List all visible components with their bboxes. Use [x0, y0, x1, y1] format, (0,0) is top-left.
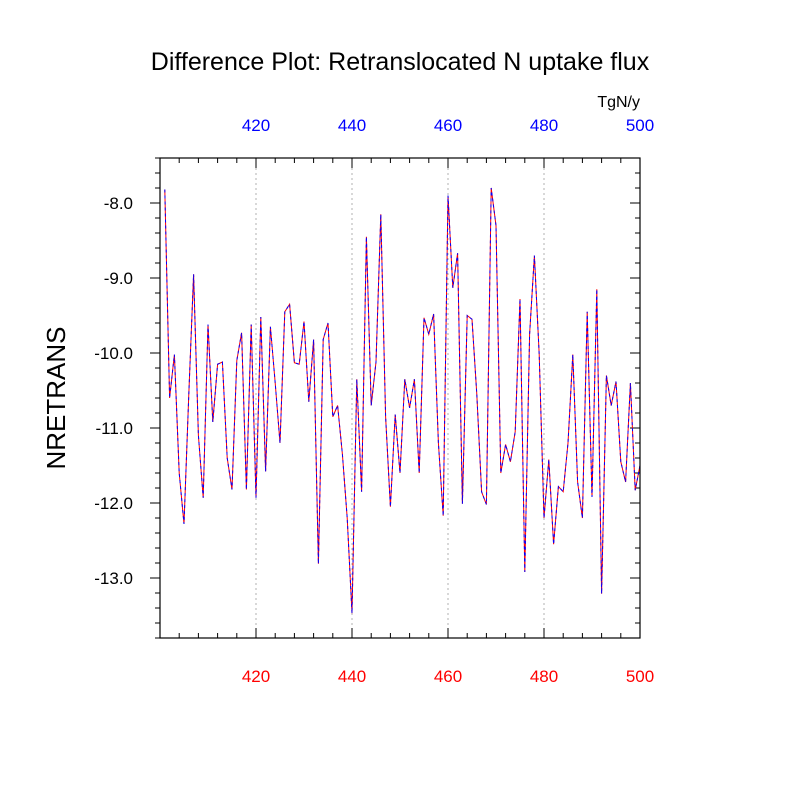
y-axis-label: NRETRANS: [41, 326, 71, 469]
x-tick-label-bottom: 420: [242, 667, 270, 686]
series-line-red: [164, 187, 641, 614]
units-label: TgN/y: [597, 94, 640, 111]
x-tick-label-top: 440: [338, 116, 366, 135]
grid-lines: [255, 158, 545, 638]
x-tick-label-bottom: 500: [626, 667, 654, 686]
x-tick-label-bottom: 440: [338, 667, 366, 686]
y-tick-label: -13.0: [94, 569, 133, 588]
series-line-blue: [164, 187, 641, 614]
x-tick-label-top: 420: [242, 116, 270, 135]
y-tick-label: -8.0: [104, 194, 133, 213]
chart-title: Difference Plot: Retranslocated N uptake…: [151, 48, 650, 76]
y-tick-label: -10.0: [94, 344, 133, 363]
y-tick-label: -12.0: [94, 494, 133, 513]
axis-ticks: [150, 157, 641, 639]
plot-frame: [159, 157, 641, 639]
y-tick-label: -9.0: [104, 269, 133, 288]
x-tick-label-bottom: 480: [530, 667, 558, 686]
series-lines: [164, 187, 641, 614]
x-tick-label-top: 460: [434, 116, 462, 135]
x-tick-label-top: 500: [626, 116, 654, 135]
y-tick-label: -11.0: [96, 419, 134, 438]
tick-labels: 420 420 440 440 460 460 480 480 500 500 -8.0 -9.0 -1…: [94, 116, 654, 686]
x-tick-label-top: 480: [530, 116, 558, 135]
x-tick-label-bottom: 460: [434, 667, 462, 686]
